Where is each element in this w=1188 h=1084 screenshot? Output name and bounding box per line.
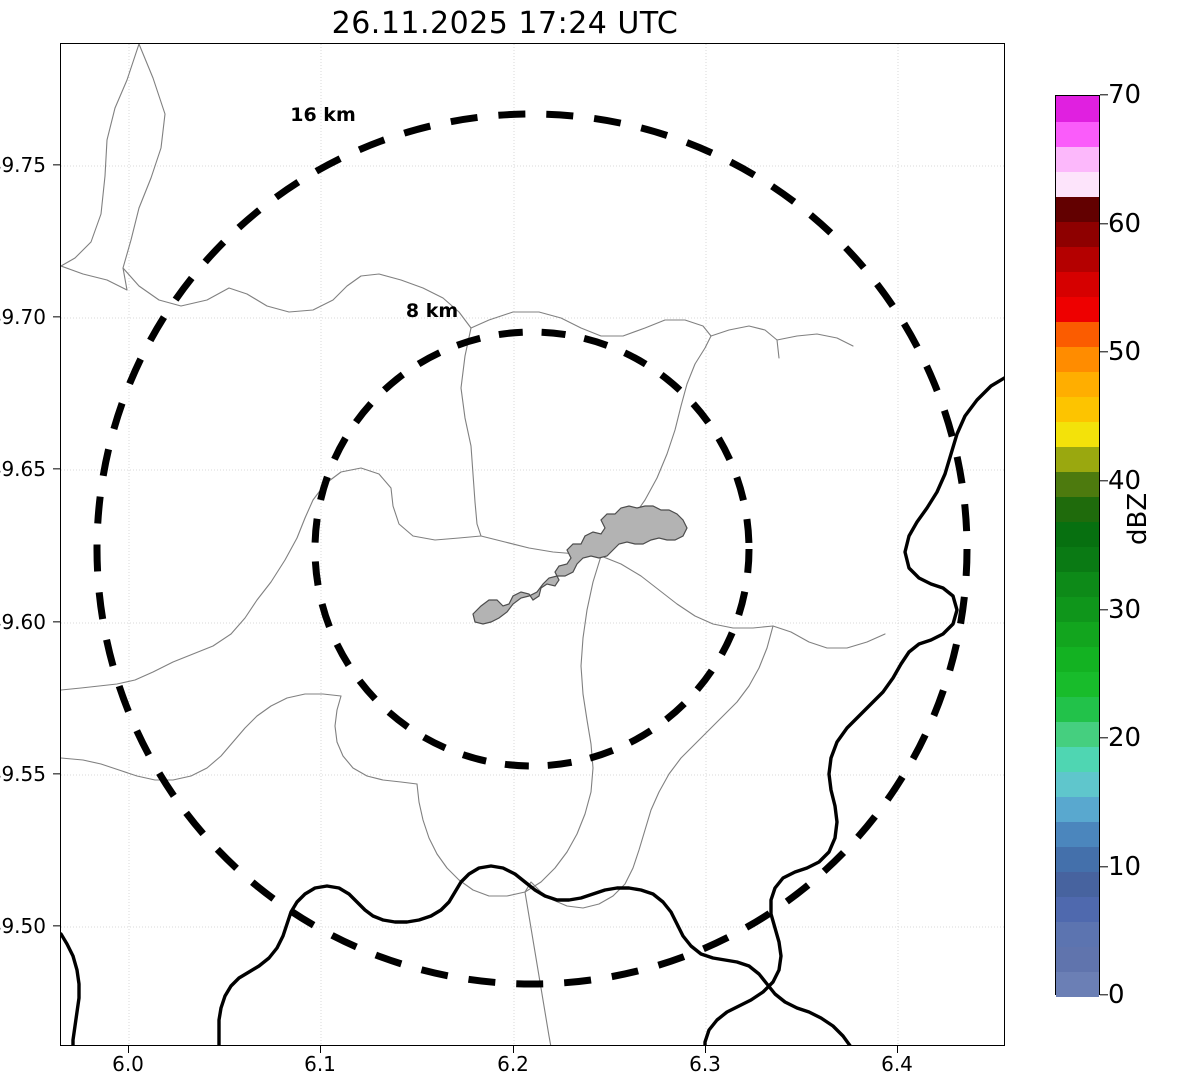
y-tick-label: 49.75: [0, 153, 46, 177]
colorbar-tick-mark: [1100, 866, 1108, 868]
colorbar-band: [1056, 646, 1099, 672]
x-tick-label: 6.3: [689, 1052, 721, 1076]
colorbar-band: [1056, 771, 1099, 797]
y-tick-mark: [53, 164, 60, 166]
colorbar-tick-mark: [1100, 94, 1108, 96]
colorbar-tick-mark: [1100, 223, 1108, 225]
colorbar-band: [1056, 546, 1099, 572]
colorbar-band: [1056, 896, 1099, 922]
y-tick-mark: [53, 468, 60, 470]
colorbar-band: [1056, 846, 1099, 872]
colorbar-tick-mark: [1100, 994, 1108, 996]
city-area-polygon: [472, 505, 688, 625]
x-tick-mark: [705, 1046, 707, 1053]
colorbar-gradient: [1055, 95, 1100, 997]
colorbar-band: [1056, 221, 1099, 247]
colorbar-band: [1056, 121, 1099, 147]
colorbar-band: [1056, 246, 1099, 272]
x-tick-label: 6.1: [304, 1052, 336, 1076]
x-tick-label: 6.0: [112, 1052, 144, 1076]
colorbar-band: [1056, 821, 1099, 847]
colorbar-axis-label: dBZ: [1123, 492, 1153, 545]
colorbar-band: [1056, 471, 1099, 497]
national-border: [61, 376, 1004, 1045]
colorbar-band: [1056, 971, 1099, 997]
colorbar-tick-mark: [1100, 480, 1108, 482]
y-tick-label: 49.65: [0, 457, 46, 481]
colorbar-tick-label: 50: [1108, 337, 1142, 367]
y-tick-label: 49.50: [0, 914, 46, 938]
colorbar-band: [1056, 521, 1099, 547]
colorbar-band: [1056, 721, 1099, 747]
x-tick-mark: [897, 1046, 899, 1053]
y-tick-label: 49.55: [0, 762, 46, 786]
range-ring-label-16km: 16 km: [290, 104, 356, 126]
map-canvas: [61, 44, 1004, 1045]
colorbar-tick-label: 30: [1108, 595, 1142, 625]
colorbar-band: [1056, 496, 1099, 522]
range-ring-16km: [93, 110, 971, 988]
colorbar-band: [1056, 171, 1099, 197]
colorbar-band: [1056, 621, 1099, 647]
colorbar-band: [1056, 146, 1099, 172]
colorbar-band: [1056, 271, 1099, 297]
colorbar-band: [1056, 796, 1099, 822]
colorbar-tick-mark: [1100, 737, 1108, 739]
x-tick-label: 6.2: [497, 1052, 529, 1076]
colorbar-band: [1056, 346, 1099, 372]
x-tick-mark: [513, 1046, 515, 1053]
y-tick-mark: [53, 925, 60, 927]
colorbar-band: [1056, 746, 1099, 772]
colorbar-band: [1056, 96, 1099, 122]
colorbar-tick-label: 70: [1108, 80, 1142, 110]
colorbar-tick-label: 0: [1108, 980, 1125, 1010]
colorbar-tick-label: 20: [1108, 723, 1142, 753]
x-tick-mark: [320, 1046, 322, 1053]
colorbar-tick-label: 60: [1108, 209, 1142, 239]
y-tick-mark: [53, 621, 60, 623]
colorbar-tick-mark: [1100, 351, 1108, 353]
colorbar-band: [1056, 946, 1099, 972]
x-tick-mark: [128, 1046, 130, 1053]
colorbar-band: [1056, 871, 1099, 897]
colorbar-band: [1056, 671, 1099, 697]
colorbar-band: [1056, 446, 1099, 472]
colorbar-band: [1056, 596, 1099, 622]
y-tick-mark: [53, 316, 60, 318]
range-ring-8km: [311, 328, 753, 770]
x-tick-label: 6.4: [881, 1052, 913, 1076]
colorbar-tick-label: 10: [1108, 852, 1142, 882]
colorbar-band: [1056, 921, 1099, 947]
page-title: 26.11.2025 17:24 UTC: [331, 6, 679, 41]
colorbar-band: [1056, 321, 1099, 347]
colorbar-band: [1056, 396, 1099, 422]
colorbar-band: [1056, 421, 1099, 447]
gridlines: [61, 44, 1004, 1045]
colorbar-band: [1056, 696, 1099, 722]
map-plot-area[interactable]: 16 km 8 km: [60, 43, 1005, 1046]
range-ring-label-8km: 8 km: [405, 300, 459, 322]
colorbar-band: [1056, 371, 1099, 397]
y-tick-label: 49.60: [0, 610, 46, 634]
colorbar-tick-mark: [1100, 609, 1108, 611]
colorbar-band: [1056, 296, 1099, 322]
colorbar-tick-label: 40: [1108, 466, 1142, 496]
colorbar-band: [1056, 571, 1099, 597]
admin-boundaries: [61, 44, 886, 1045]
y-tick-mark: [53, 773, 60, 775]
colorbar[interactable]: [1055, 95, 1100, 997]
colorbar-band: [1056, 196, 1099, 222]
y-tick-label: 49.70: [0, 305, 46, 329]
